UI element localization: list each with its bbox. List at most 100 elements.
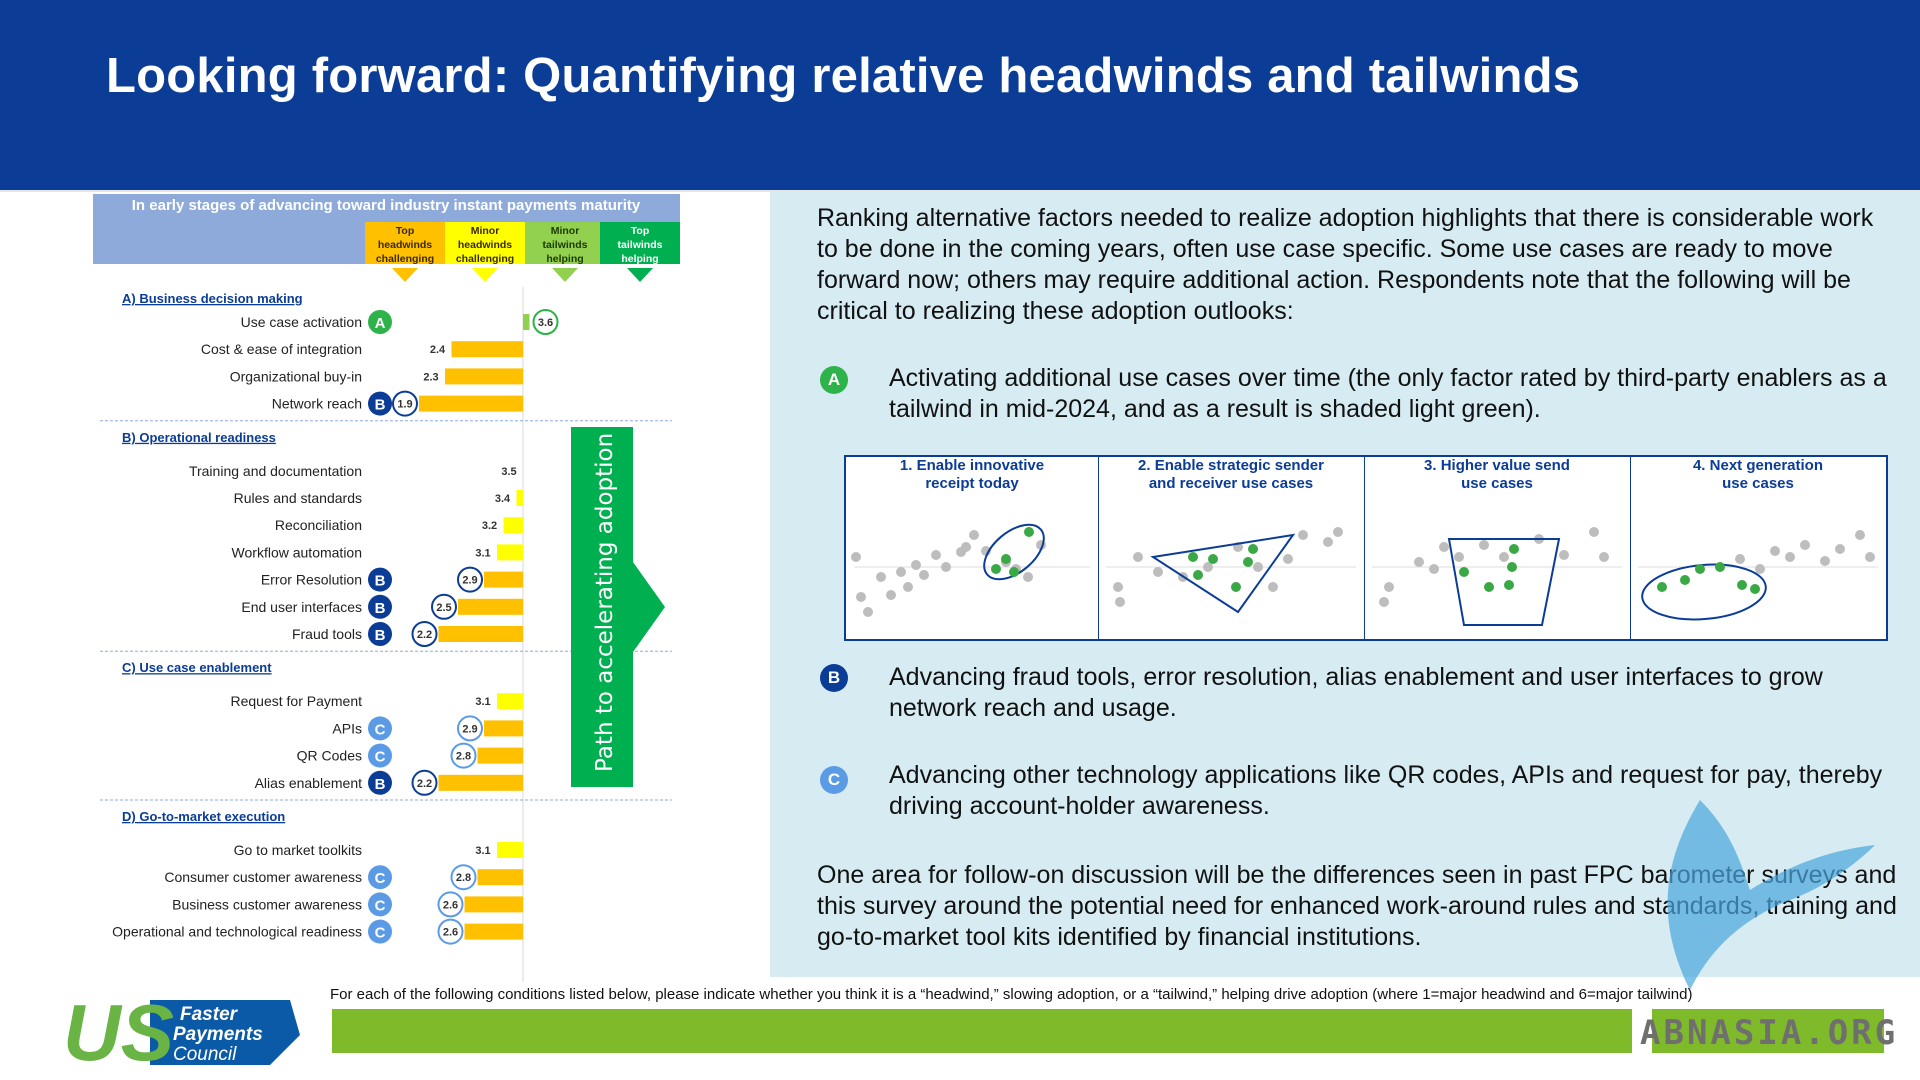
scale-column-3-label-1: Minor: [551, 225, 580, 237]
quadrant-4-green-point-6: [1750, 584, 1760, 594]
quadrant-2-green-point-1: [1188, 552, 1198, 562]
quadrant-3-grey-point-12: [1599, 552, 1609, 562]
quadrant-2-green-point-4: [1243, 557, 1253, 567]
quadrant-2-grey-point-8: [1253, 562, 1263, 572]
row-badge-letter-4-4: C: [375, 925, 386, 942]
quadrant-3-grey-point-1: [1379, 597, 1389, 607]
quadrant-1-grey-point-7: [903, 582, 913, 592]
quadrant-2-grey-point-13: [1333, 527, 1343, 537]
scale-column-4: [600, 222, 680, 264]
eagle-watermark-icon: [1667, 800, 1875, 990]
scale-column-1-label-2: headwinds: [378, 239, 432, 251]
row-label-4-2: Consumer customer awareness: [164, 869, 362, 885]
row-label-4-4: Operational and technological readiness: [112, 924, 362, 940]
quadrant-1-grey-point-11: [941, 562, 951, 572]
survey-footnote: For each of the following conditions lis…: [330, 986, 1693, 1003]
scale-column-4-label-2: tailwinds: [618, 239, 663, 251]
row-badge-letter-4-2: C: [375, 870, 386, 887]
quadrant-1-grey-point-6: [896, 567, 906, 577]
quadrant-2-grey-point-12: [1323, 537, 1333, 547]
row-label-1-1: Use case activation: [241, 314, 362, 330]
bar-4-2: [477, 869, 523, 886]
row-label-2-5: Error Resolution: [261, 572, 362, 588]
value-label-3-2: 2.9: [462, 723, 477, 735]
header-divider: [0, 190, 1920, 192]
row-badge-2-5-icon: [368, 567, 392, 592]
scale-arrow-2-icon: [472, 268, 498, 282]
quadrant-4-green-point-3: [1695, 564, 1705, 574]
footer-green-bar-right: [1652, 1009, 1884, 1053]
row-label-4-3: Business customer awareness: [172, 896, 362, 912]
quadrant-3-grey-point-2: [1384, 582, 1394, 592]
quadrant-4-grey-point-7: [1835, 544, 1845, 554]
scale-column-3-label-2: tailwinds: [543, 239, 588, 251]
scale-arrow-3-icon: [552, 268, 578, 282]
section-label-2: B) Operational readiness: [122, 430, 276, 445]
row-badge-4-2-icon: [368, 865, 392, 890]
badge-b-icon: B: [820, 664, 848, 692]
value-ring-2-7: [411, 621, 438, 647]
quadrant-2: 2. Enable strategic sender and receiver …: [1098, 457, 1365, 639]
scale-column-4-label-3: helping: [621, 253, 658, 265]
quadrant-1-grey-point-8: [911, 560, 921, 570]
quadrant-2-grey-point-2: [1115, 597, 1125, 607]
quadrant-1-grey-point-5: [886, 590, 896, 600]
row-badge-1-4-icon: [368, 391, 392, 416]
row-label-1-3: Organizational buy-in: [230, 368, 362, 384]
quadrant-1-highlight-shape: [983, 523, 1045, 581]
row-badge-3-4-icon: [368, 770, 392, 795]
scale-column-3: [525, 222, 605, 264]
quadrant-4-title: 4. Next generation use cases: [1692, 457, 1824, 492]
bar-3-3: [477, 747, 523, 764]
quadrant-2-title: 2. Enable strategic sender and receiver …: [1138, 457, 1324, 492]
quadrant-3-grey-point-10: [1559, 550, 1569, 560]
scale-column-1: [365, 222, 445, 264]
bar-4-4: [464, 923, 523, 940]
quadrant-3-grey-point-11: [1589, 527, 1599, 537]
bar-2-3: [503, 517, 523, 534]
value-ring-2-5: [457, 566, 483, 593]
adoption-arrow-label: Path to accelerating adoption: [592, 433, 618, 772]
row-badge-letter-3-2: C: [375, 721, 386, 738]
row-badge-letter-1-4: B: [375, 397, 386, 414]
point-c-text: Advancing other technology applications …: [889, 761, 1883, 820]
quadrant-4-green-point-1: [1657, 582, 1667, 592]
bar-1-1: [523, 314, 530, 330]
row-badge-letter-2-6: B: [375, 600, 386, 617]
value-label-3-1: 3.1: [475, 696, 490, 708]
value-label-4-3: 2.6: [443, 899, 458, 911]
value-label-2-3: 3.2: [482, 520, 497, 532]
quadrant-4-grey-point-1: [1735, 554, 1745, 564]
header-bar: Looking forward: Quantifying relative he…: [0, 0, 1920, 190]
bar-3-1: [497, 693, 523, 710]
row-badge-letter-3-3: C: [375, 749, 386, 766]
footer-green-bar: [332, 1009, 1632, 1053]
quadrant-3-grey-point-7: [1479, 540, 1489, 550]
row-label-2-4: Workflow automation: [232, 544, 362, 560]
section-label-4: D) Go-to-market execution: [122, 809, 285, 824]
quadrant-3-green-point-1: [1459, 567, 1469, 577]
quadrant-3-highlight-shape: [1447, 538, 1561, 626]
scale-arrow-4-icon: [627, 268, 653, 282]
row-badge-2-7-icon: [368, 622, 392, 646]
quadrant-3-grey-point-3: [1414, 557, 1424, 567]
quadrant-3-title: 3. Higher value send use cases: [1424, 457, 1570, 492]
row-label-3-3: QR Codes: [297, 748, 362, 764]
quadrant-2-green-point-2: [1208, 554, 1218, 564]
adoption-arrow-head-icon: [633, 562, 665, 652]
badge-c-icon: C: [820, 766, 848, 794]
row-label-4-1: Go to market toolkits: [234, 842, 362, 858]
scale-column-4-label-1: Top: [631, 225, 649, 237]
quadrant-3-green-point-5: [1484, 582, 1494, 592]
bar-1-3: [445, 368, 523, 385]
quadrant-4-grey-point-3: [1770, 546, 1780, 556]
quadrant-1-grey-point-9: [919, 570, 929, 580]
quadrant-3-green-point-4: [1504, 580, 1514, 590]
row-label-2-2: Rules and standards: [234, 490, 362, 506]
row-badge-3-2-icon: [368, 716, 392, 741]
quadrant-2-grey-point-10: [1283, 554, 1293, 564]
quadrant-3-green-point-2: [1509, 544, 1519, 554]
badge-a-icon: A: [820, 366, 848, 394]
quadrant-4-scatter: [1638, 530, 1878, 621]
quadrant-1-green-point-1: [1024, 527, 1034, 537]
